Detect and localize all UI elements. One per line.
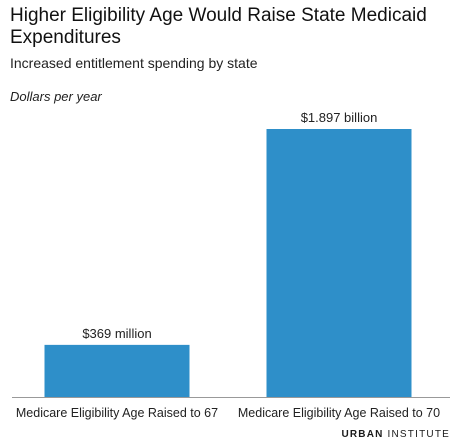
x-tick-label-2: Medicare Eligibility Age Raised to 70 bbox=[238, 406, 440, 420]
chart-subtitle: Increased entitlement spending by state bbox=[10, 55, 258, 71]
data-label-1: $369 million bbox=[82, 326, 151, 341]
data-label-2: $1.897 billion bbox=[301, 110, 378, 125]
bar-2 bbox=[266, 129, 412, 397]
y-axis-unit-label: Dollars per year bbox=[10, 89, 102, 104]
bar-1 bbox=[44, 344, 190, 397]
urban-institute-logo: URBAN INSTITUTE bbox=[341, 429, 450, 440]
chart-title: Higher Eligibility Age Would Raise State… bbox=[10, 5, 427, 48]
x-tick-label-1: Medicare Eligibility Age Raised to 67 bbox=[16, 406, 218, 420]
